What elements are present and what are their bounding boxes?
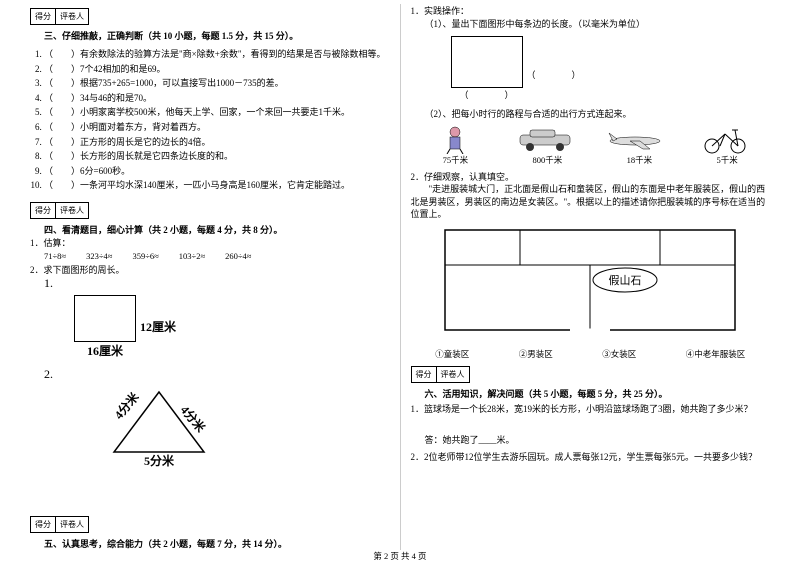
car-icon [515,124,575,154]
opt: ③女装区 [602,348,636,360]
store-options: ①童装区 ②男装区 ③女装区 ④中老年服装区 [411,348,771,360]
q5-2-label: 2．仔细观察，认真填空。 [411,170,771,183]
q4-2-label: 2．求下面图形的周长。 [30,263,390,276]
q-item: （ ）34与46的和是70。 [44,92,390,105]
q-item: （ ）长方形的周长就是它四条边长度的和。 [44,150,390,163]
figure-2-wrap: 2. 4分米 4分米 5分米 [30,367,390,467]
bike-icon [695,124,755,154]
fig2-num: 2. [44,367,390,382]
person-icon [425,124,485,154]
rect-width-label: 16厘米 [87,342,123,359]
grader-cell: 评卷人 [437,367,469,382]
opt: ①童装区 [435,348,469,360]
section-4-title: 四、看清题目，细心计算（共 2 小题，每题 4 分，共 8 分）。 [30,223,390,236]
rect-height-label: 12厘米 [140,318,176,335]
section-5-title: 五、认真思考，综合能力（共 2 小题，每题 7 分，共 14 分）。 [30,537,390,550]
tri-right-label: 4分米 [178,402,209,435]
measure-rect [451,36,523,88]
q-item: （ ）6分=600秒。 [44,165,390,178]
q4-1-label: 1．估算： [30,236,390,249]
plane-icon [605,124,665,154]
page: 得分 评卷人 三、仔细推敲，正确判断（共 10 小题，每题 1.5 分，共 15… [0,0,800,550]
rock-label: 假山石 [609,273,642,287]
est-item: 359÷6≈ [132,251,158,261]
section-3-list: （ ）有余数除法的验算方法是"商×除数+余数"，看得到的结果是否与被除数相等。 … [30,46,390,194]
q5-1-p2: （2）、把每小时行的路程与合适的出行方式连起来。 [411,107,771,120]
rectangle-figure [74,295,136,342]
q6-1: 1．篮球场是一个长28米，宽19米的长方形，小明沿篮球场跑了3圈，她共跑了多少米… [411,402,771,415]
q5-1-label: 1．实践操作： [411,4,771,17]
grader-cell: 评卷人 [56,517,88,532]
grader-cell: 评卷人 [56,203,88,218]
score-row-3: 得分 评卷人 [30,8,390,25]
score-cell: 得分 [31,203,56,218]
store-diagram: 假山石 [440,225,740,340]
q6-1-ans: 答：她共跑了____米。 [411,433,771,446]
score-box: 得分 评卷人 [30,8,89,25]
right-column: 1．实践操作： （1）、量出下面图形中每条边的长度。（以毫米为单位） （ ） （… [401,4,781,550]
estimate-row: 71÷8≈ 323÷4≈ 359÷6≈ 103÷2≈ 260÷4≈ [30,251,390,261]
score-box: 得分 评卷人 [411,366,470,383]
grader-cell: 评卷人 [56,9,88,24]
est-item: 71÷8≈ [44,251,66,261]
score-row-6: 得分 评卷人 [411,366,771,383]
tri-left-label: 4分米 [111,388,142,421]
score-row-4: 得分 评卷人 [30,202,390,219]
est-item: 260÷4≈ [225,251,251,261]
speed: 5千米 [717,154,738,166]
q-item: （ ）根据735+265=1000，可以直接写出1000－735的差。 [44,77,390,90]
score-cell: 得分 [412,367,437,382]
transport-icons [411,124,771,154]
speed: 75千米 [443,154,469,166]
est-item: 323÷4≈ [86,251,112,261]
score-box: 得分 评卷人 [30,516,89,533]
blank-1: （ ） [459,88,513,101]
score-cell: 得分 [31,517,56,532]
q-item: （ ）正方形的周长是它的边长的4倍。 [44,136,390,149]
score-cell: 得分 [31,9,56,24]
q-item: （ ）有余数除法的验算方法是"商×除数+余数"，看得到的结果是否与被除数相等。 [44,48,390,61]
figure-1-wrap: 1. 16厘米 12厘米 [30,276,390,359]
q5-2-desc: "走进服装城大门，正北面是假山石和童装区，假山的东面是中老年服装区，假山的西北是… [411,183,771,221]
page-footer: 第 2 页 共 4 页 [0,550,800,562]
opt: ②男装区 [519,348,553,360]
fig1-num: 1. [44,276,390,291]
section-6-title: 六、活用知识，解决问题（共 5 小题，每题 5 分，共 25 分）。 [411,387,771,400]
speed-labels: 75千米 800千米 18千米 5千米 [411,154,771,166]
tri-bottom-label: 5分米 [144,453,175,467]
score-box: 得分 评卷人 [30,202,89,219]
section-3-title: 三、仔细推敲，正确判断（共 10 小题，每题 1.5 分，共 15 分）。 [30,29,390,42]
speed: 18千米 [627,154,653,166]
left-column: 得分 评卷人 三、仔细推敲，正确判断（共 10 小题，每题 1.5 分，共 15… [20,4,400,550]
score-row-5: 得分 评卷人 [30,516,390,533]
q-item: （ ）7个42相加的和是69。 [44,63,390,76]
q-item: （ ）小明家离学校500米，他每天上学、回家，一个来回一共要走1千米。 [44,106,390,119]
q-item: （ ）小明面对着东方，背对着西方。 [44,121,390,134]
triangle-figure: 4分米 4分米 5分米 [84,382,234,467]
speed: 800千米 [533,154,563,166]
est-item: 103÷2≈ [179,251,205,261]
measure-figure: （ ） （ ） [451,36,771,101]
q5-1-p1: （1）、量出下面图形中每条边的长度。（以毫米为单位） [411,17,771,30]
q-item: （ ）一条河平均水深140厘米，一匹小马身高是160厘米，它肯定能踏过。 [44,179,390,192]
q6-2: 2．2位老师带12位学生去游乐园玩。成人票每张12元，学生票每张5元。一共要多少… [411,450,771,463]
blank-2: （ ） [527,68,581,81]
opt: ④中老年服装区 [686,348,746,360]
